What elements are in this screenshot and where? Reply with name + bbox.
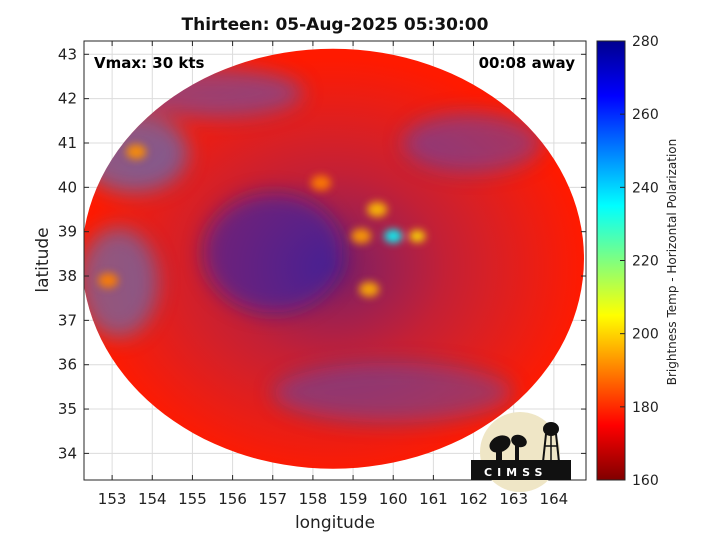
convective-features — [98, 144, 426, 297]
colorbar-tick-label: 280 — [632, 34, 659, 50]
y-axis-label: latitude — [33, 227, 53, 292]
spiral-band — [202, 192, 343, 313]
convective-feature — [98, 272, 119, 288]
x-tick-label: 162 — [459, 490, 488, 508]
colorbar-tick-label: 260 — [632, 107, 659, 123]
time-away-annotation: 00:08 away — [479, 54, 576, 72]
y-tick-label: 38 — [58, 267, 77, 285]
y-tick-label: 37 — [58, 311, 77, 329]
brightness-temp-swath — [84, 48, 584, 469]
x-axis-label: longitude — [295, 513, 375, 533]
x-tick-label: 161 — [419, 490, 448, 508]
x-tick-label: 163 — [499, 490, 528, 508]
y-ticks: 34 35 36 37 38 39 40 41 42 43 — [58, 45, 586, 462]
logo-ground — [471, 460, 571, 480]
y-tick-label: 39 — [58, 223, 77, 241]
x-tick-label: 155 — [178, 490, 207, 508]
satellite-dish-icon — [489, 434, 527, 462]
x-tick-label: 164 — [540, 490, 569, 508]
colorbar-tick-label: 220 — [632, 254, 659, 270]
colorbar-tick-label: 180 — [632, 400, 659, 416]
vmax-annotation: Vmax: 30 kts — [94, 54, 204, 72]
convective-feature — [367, 202, 388, 218]
spiral-band — [272, 362, 513, 423]
y-tick-label: 40 — [58, 178, 77, 196]
colorbar: 160 180 200 220 240 260 280 Brightness Temp - … — [596, 34, 679, 489]
y-tick-label: 36 — [58, 356, 77, 374]
colorbar-tick-label: 160 — [632, 473, 659, 489]
y-tick-label: 42 — [58, 90, 77, 108]
colorbar-label: Brightness Temp - Horizontal Polarizatio… — [665, 139, 679, 386]
x-tick-label: 159 — [339, 490, 368, 508]
spiral-band — [402, 112, 543, 173]
x-tick-label: 160 — [379, 490, 408, 508]
convective-feature — [359, 281, 380, 297]
y-tick-label: 43 — [58, 45, 77, 63]
x-tick-label: 156 — [218, 490, 247, 508]
chart-title: Thirteen: 05-Aug-2025 05:30:00 — [182, 15, 489, 35]
x-tick-label: 153 — [98, 490, 127, 508]
convective-feature — [126, 144, 147, 160]
y-tick-label: 41 — [58, 134, 77, 152]
y-tick-label: 34 — [58, 444, 77, 462]
colorbar-ticks: 160 180 200 220 240 260 280 — [620, 34, 659, 489]
convective-feature — [310, 175, 331, 191]
y-tick-label: 35 — [58, 400, 77, 418]
logo-text: CIMSS — [484, 466, 547, 479]
spiral-band — [84, 227, 158, 338]
cimss-logo: CIMSS — [471, 412, 571, 492]
x-ticks: 153 154 155 156 157 158 159 160 161 162 163 164 — [98, 41, 568, 508]
colorbar-tick-label: 240 — [632, 180, 659, 196]
x-tick-label: 158 — [299, 490, 328, 508]
convective-feature — [351, 228, 372, 244]
colorbar-tick-label: 200 — [632, 327, 659, 343]
water-tower-icon — [542, 422, 560, 463]
axes-frame — [83, 40, 587, 481]
x-tick-label: 157 — [258, 490, 287, 508]
x-tick-label: 154 — [138, 490, 167, 508]
convective-feature — [409, 230, 426, 243]
convective-feature — [384, 229, 403, 243]
